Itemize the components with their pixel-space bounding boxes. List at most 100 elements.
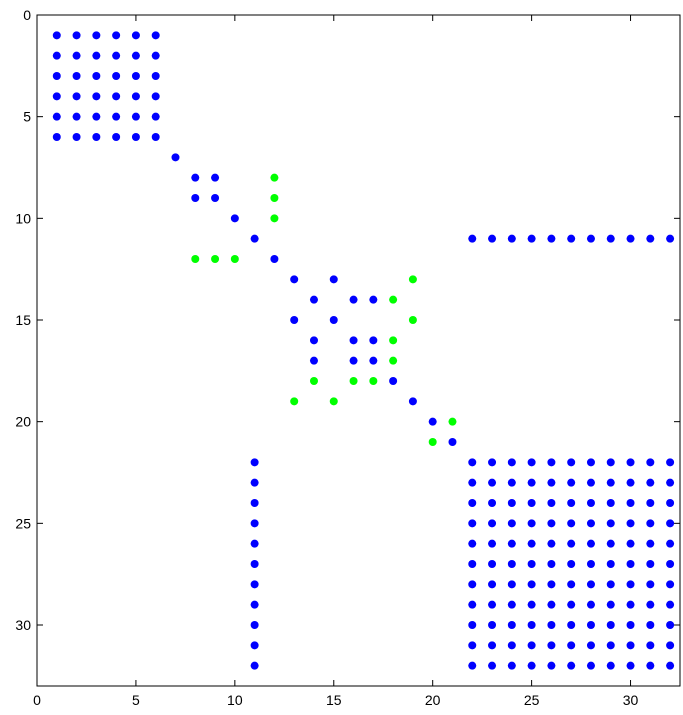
data-point-green: [329, 397, 338, 406]
data-point-blue: [468, 458, 477, 467]
data-point-blue: [567, 519, 576, 528]
data-point-blue: [468, 519, 477, 528]
data-point-blue: [250, 539, 259, 548]
data-point-blue: [606, 641, 615, 650]
data-point-blue: [507, 519, 516, 528]
data-point-blue: [92, 92, 101, 101]
x-tick-label: 0: [33, 692, 41, 708]
data-point-blue: [92, 133, 101, 141]
data-point-blue: [131, 31, 140, 40]
data-point-blue: [567, 580, 576, 589]
data-point-blue: [646, 580, 655, 589]
data-point-blue: [191, 194, 200, 202]
data-point-blue: [606, 499, 615, 507]
data-point-green: [270, 173, 279, 182]
y-tick-label: 5: [23, 109, 31, 125]
data-point-blue: [468, 560, 477, 568]
data-point-blue: [488, 641, 497, 650]
data-point-blue: [626, 519, 635, 528]
data-point-blue: [626, 580, 635, 589]
data-point-blue: [488, 539, 497, 548]
data-point-blue: [567, 641, 576, 650]
data-point-blue: [527, 641, 536, 650]
y-tick-label: 25: [15, 515, 31, 531]
x-tick-label: 5: [132, 692, 140, 708]
data-point-green: [389, 336, 398, 345]
data-point-blue: [646, 478, 655, 487]
data-point-blue: [488, 600, 497, 609]
data-point-blue: [626, 560, 635, 568]
data-point-blue: [586, 661, 595, 670]
data-point-blue: [131, 72, 140, 80]
data-point-blue: [626, 621, 635, 629]
data-point-green: [369, 377, 378, 385]
data-point-blue: [586, 499, 595, 507]
data-point-blue: [547, 600, 556, 609]
data-point-blue: [369, 356, 378, 365]
data-point-blue: [527, 478, 536, 487]
data-point-blue: [211, 173, 220, 182]
data-point-blue: [547, 499, 556, 507]
data-point-blue: [72, 133, 81, 141]
y-tick-label: 0: [23, 7, 31, 23]
data-point-blue: [408, 397, 417, 406]
data-point-blue: [666, 600, 675, 609]
data-point-blue: [230, 214, 239, 223]
data-point-blue: [646, 519, 655, 528]
data-point-blue: [171, 153, 180, 162]
data-point-blue: [586, 600, 595, 609]
data-point-blue: [586, 478, 595, 487]
data-point-blue: [527, 234, 536, 243]
data-point-blue: [606, 458, 615, 467]
data-point-blue: [507, 621, 516, 629]
data-point-blue: [626, 478, 635, 487]
data-point-blue: [488, 580, 497, 589]
data-point-blue: [92, 112, 101, 121]
data-point-blue: [606, 661, 615, 670]
data-point-blue: [507, 560, 516, 568]
data-point-blue: [488, 661, 497, 670]
data-point-blue: [507, 600, 516, 609]
data-point-blue: [547, 621, 556, 629]
data-point-blue: [151, 72, 160, 80]
data-point-blue: [527, 499, 536, 507]
data-point-blue: [250, 661, 259, 670]
data-point-blue: [646, 600, 655, 609]
data-point-blue: [131, 92, 140, 101]
data-point-blue: [349, 295, 358, 304]
data-point-blue: [250, 621, 259, 629]
data-point-blue: [646, 458, 655, 467]
data-point-blue: [349, 356, 358, 365]
data-point-blue: [567, 499, 576, 507]
data-point-blue: [250, 499, 259, 507]
data-point-green: [349, 377, 358, 385]
data-point-blue: [646, 234, 655, 243]
x-tick-label: 20: [425, 692, 441, 708]
data-point-green: [270, 194, 279, 202]
data-point-green: [191, 255, 200, 263]
axes-frame: [36, 14, 681, 687]
data-point-blue: [72, 92, 81, 101]
data-point-blue: [428, 417, 437, 426]
data-point-blue: [329, 275, 338, 284]
x-tick-label: 25: [524, 692, 540, 708]
data-point-blue: [72, 31, 81, 40]
data-point-blue: [250, 519, 259, 528]
data-point-blue: [448, 438, 457, 446]
data-point-blue: [646, 560, 655, 568]
x-tick-label: 15: [326, 692, 342, 708]
data-point-blue: [488, 458, 497, 467]
data-point-blue: [151, 51, 160, 60]
data-point-blue: [567, 560, 576, 568]
data-point-blue: [488, 560, 497, 568]
data-point-green: [389, 295, 398, 304]
data-point-green: [290, 397, 299, 406]
data-point-blue: [527, 661, 536, 670]
data-point-blue: [250, 478, 259, 487]
data-point-blue: [349, 336, 358, 345]
data-point-blue: [52, 133, 61, 141]
data-point-blue: [250, 580, 259, 589]
data-point-blue: [131, 133, 140, 141]
data-point-blue: [547, 458, 556, 467]
data-point-green: [448, 417, 457, 426]
